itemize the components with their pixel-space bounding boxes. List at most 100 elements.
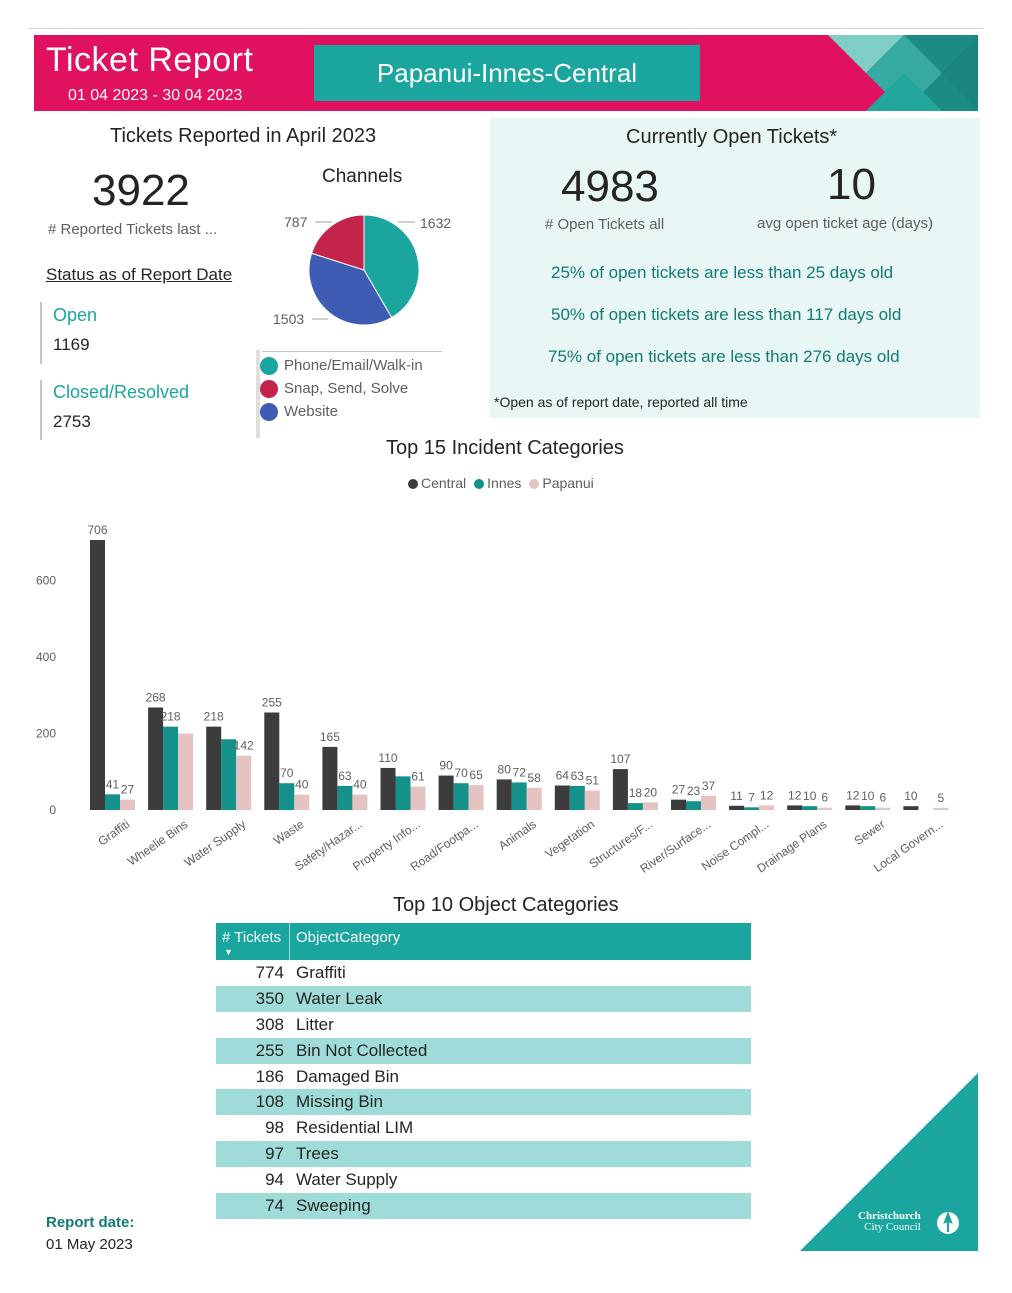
bar-innes[interactable] (105, 794, 120, 810)
pie-label-website: 1503 (273, 311, 305, 327)
table-header: # Tickets ▼ ObjectCategory (216, 923, 751, 960)
legend-item-papanui[interactable]: Papanui (529, 475, 594, 491)
bar-central[interactable] (729, 805, 745, 810)
cell-category: Sweeping (296, 1195, 371, 1215)
bar-innes[interactable] (453, 783, 469, 810)
bar-innes[interactable] (395, 776, 411, 810)
table-row[interactable]: 108 Missing Bin (216, 1089, 751, 1116)
bar-papanui[interactable] (584, 790, 600, 810)
percentile-50: 50% of open tickets are less than 117 da… (551, 305, 902, 324)
data-label: 41 (106, 777, 120, 791)
bar-central[interactable] (90, 540, 105, 810)
cell-tickets: 255 (255, 1040, 284, 1060)
data-label: 40 (295, 778, 309, 792)
bar-innes[interactable] (337, 785, 353, 810)
area-filter[interactable]: Papanui-Innes-Central (314, 45, 700, 101)
table-row[interactable]: 255 Bin Not Collected (216, 1037, 751, 1064)
cell-category: Bin Not Collected (296, 1040, 428, 1060)
pie-slice-snap[interactable] (310, 214, 365, 271)
bar-papanui[interactable] (642, 802, 658, 810)
bar-central[interactable] (322, 746, 338, 810)
bar-innes[interactable] (511, 782, 527, 810)
bar-papanui[interactable] (352, 794, 368, 810)
bar-innes[interactable] (279, 783, 295, 810)
data-label: 27 (121, 783, 135, 797)
x-tick-label: Sewer (852, 817, 888, 848)
table-row[interactable]: 186 Damaged Bin (216, 1064, 751, 1090)
data-label: 64 (556, 769, 570, 783)
legend-item-snap[interactable]: Snap, Send, Solve (260, 377, 423, 400)
object-category-table: # Tickets ▼ ObjectCategory 774 Graffiti 35… (216, 923, 751, 1219)
bar-papanui[interactable] (294, 794, 310, 810)
bar-innes[interactable] (860, 806, 876, 810)
legend-item-website[interactable]: Website (260, 400, 423, 423)
council-logo-corner: Christchurch City Council (800, 1073, 978, 1251)
bar-innes[interactable] (627, 803, 643, 810)
legend-scrollbar[interactable] (256, 350, 260, 438)
bar-central[interactable] (438, 775, 454, 810)
bar-central[interactable] (554, 785, 570, 810)
bar-central[interactable] (671, 799, 686, 810)
data-label: 40 (353, 778, 367, 792)
bar-papanui[interactable] (933, 808, 949, 810)
bar-central[interactable] (787, 805, 803, 810)
cell-tickets: 308 (255, 1014, 284, 1034)
incident-chart-title: Top 15 Incident Categories (386, 437, 624, 459)
data-label: 255 (262, 695, 282, 709)
bar-papanui[interactable] (410, 786, 426, 810)
y-tick-label: 200 (36, 727, 56, 741)
legend-item-central[interactable]: Central (408, 475, 466, 491)
bar-papanui[interactable] (875, 807, 891, 810)
legend-divider (262, 351, 442, 352)
bar-innes[interactable] (569, 785, 585, 810)
data-label: 165 (320, 730, 340, 744)
status-divider (40, 302, 42, 364)
bar-central[interactable] (206, 726, 222, 810)
x-tick-label: Animals (496, 817, 539, 853)
bar-papanui[interactable] (817, 807, 833, 810)
cell-tickets: 97 (265, 1144, 284, 1164)
bar-innes[interactable] (744, 807, 760, 810)
bar-central[interactable] (264, 712, 280, 810)
table-row[interactable]: 97 Trees (216, 1141, 751, 1168)
table-row[interactable]: 774 Graffiti (216, 960, 751, 986)
legend-item-innes[interactable]: Innes (474, 475, 521, 491)
cell-tickets: 186 (255, 1066, 284, 1086)
open-tickets-count: 4983 (561, 162, 659, 211)
channels-legend: Phone/Email/Walk-in Snap, Send, Solve We… (260, 354, 423, 423)
data-label: 6 (821, 791, 828, 805)
cell-tickets: 94 (265, 1170, 284, 1190)
table-row[interactable]: 350 Water Leak (216, 985, 751, 1012)
bar-central[interactable] (380, 767, 396, 810)
report-date-range: 01 04 2023 - 30 04 2023 (68, 87, 243, 104)
column-header-tickets[interactable]: # Tickets ▼ (216, 923, 290, 960)
bar-papanui[interactable] (236, 755, 252, 810)
bar-papanui[interactable] (701, 795, 716, 810)
pie-slice-website[interactable] (308, 252, 393, 326)
bar-papanui[interactable] (759, 805, 775, 810)
bar-innes[interactable] (221, 739, 237, 810)
data-label: 142 (234, 739, 254, 753)
table-row[interactable]: 74 Sweeping (216, 1193, 751, 1219)
bar-central[interactable] (845, 805, 861, 810)
table-row[interactable]: 308 Litter (216, 1012, 751, 1038)
table-row[interactable]: 94 Water Supply (216, 1167, 751, 1193)
legend-item-phone[interactable]: Phone/Email/Walk-in (260, 354, 423, 377)
bar-central[interactable] (903, 806, 919, 810)
cell-category: Litter (296, 1014, 334, 1034)
bar-innes[interactable] (163, 726, 179, 810)
bar-papanui[interactable] (120, 799, 135, 810)
cell-tickets: 108 (255, 1092, 284, 1112)
bar-central[interactable] (148, 707, 164, 810)
top-rule (28, 28, 984, 29)
pie-slice-phone[interactable] (363, 214, 420, 319)
table-row[interactable]: 98 Residential LIM (216, 1115, 751, 1141)
bar-central[interactable] (612, 769, 628, 810)
bar-innes[interactable] (686, 801, 701, 810)
bar-central[interactable] (496, 779, 512, 810)
bar-papanui[interactable] (526, 787, 542, 810)
column-header-category[interactable]: ObjectCategory (296, 929, 401, 946)
bar-papanui[interactable] (468, 785, 484, 810)
bar-innes[interactable] (802, 806, 818, 810)
bar-papanui[interactable] (178, 733, 194, 810)
